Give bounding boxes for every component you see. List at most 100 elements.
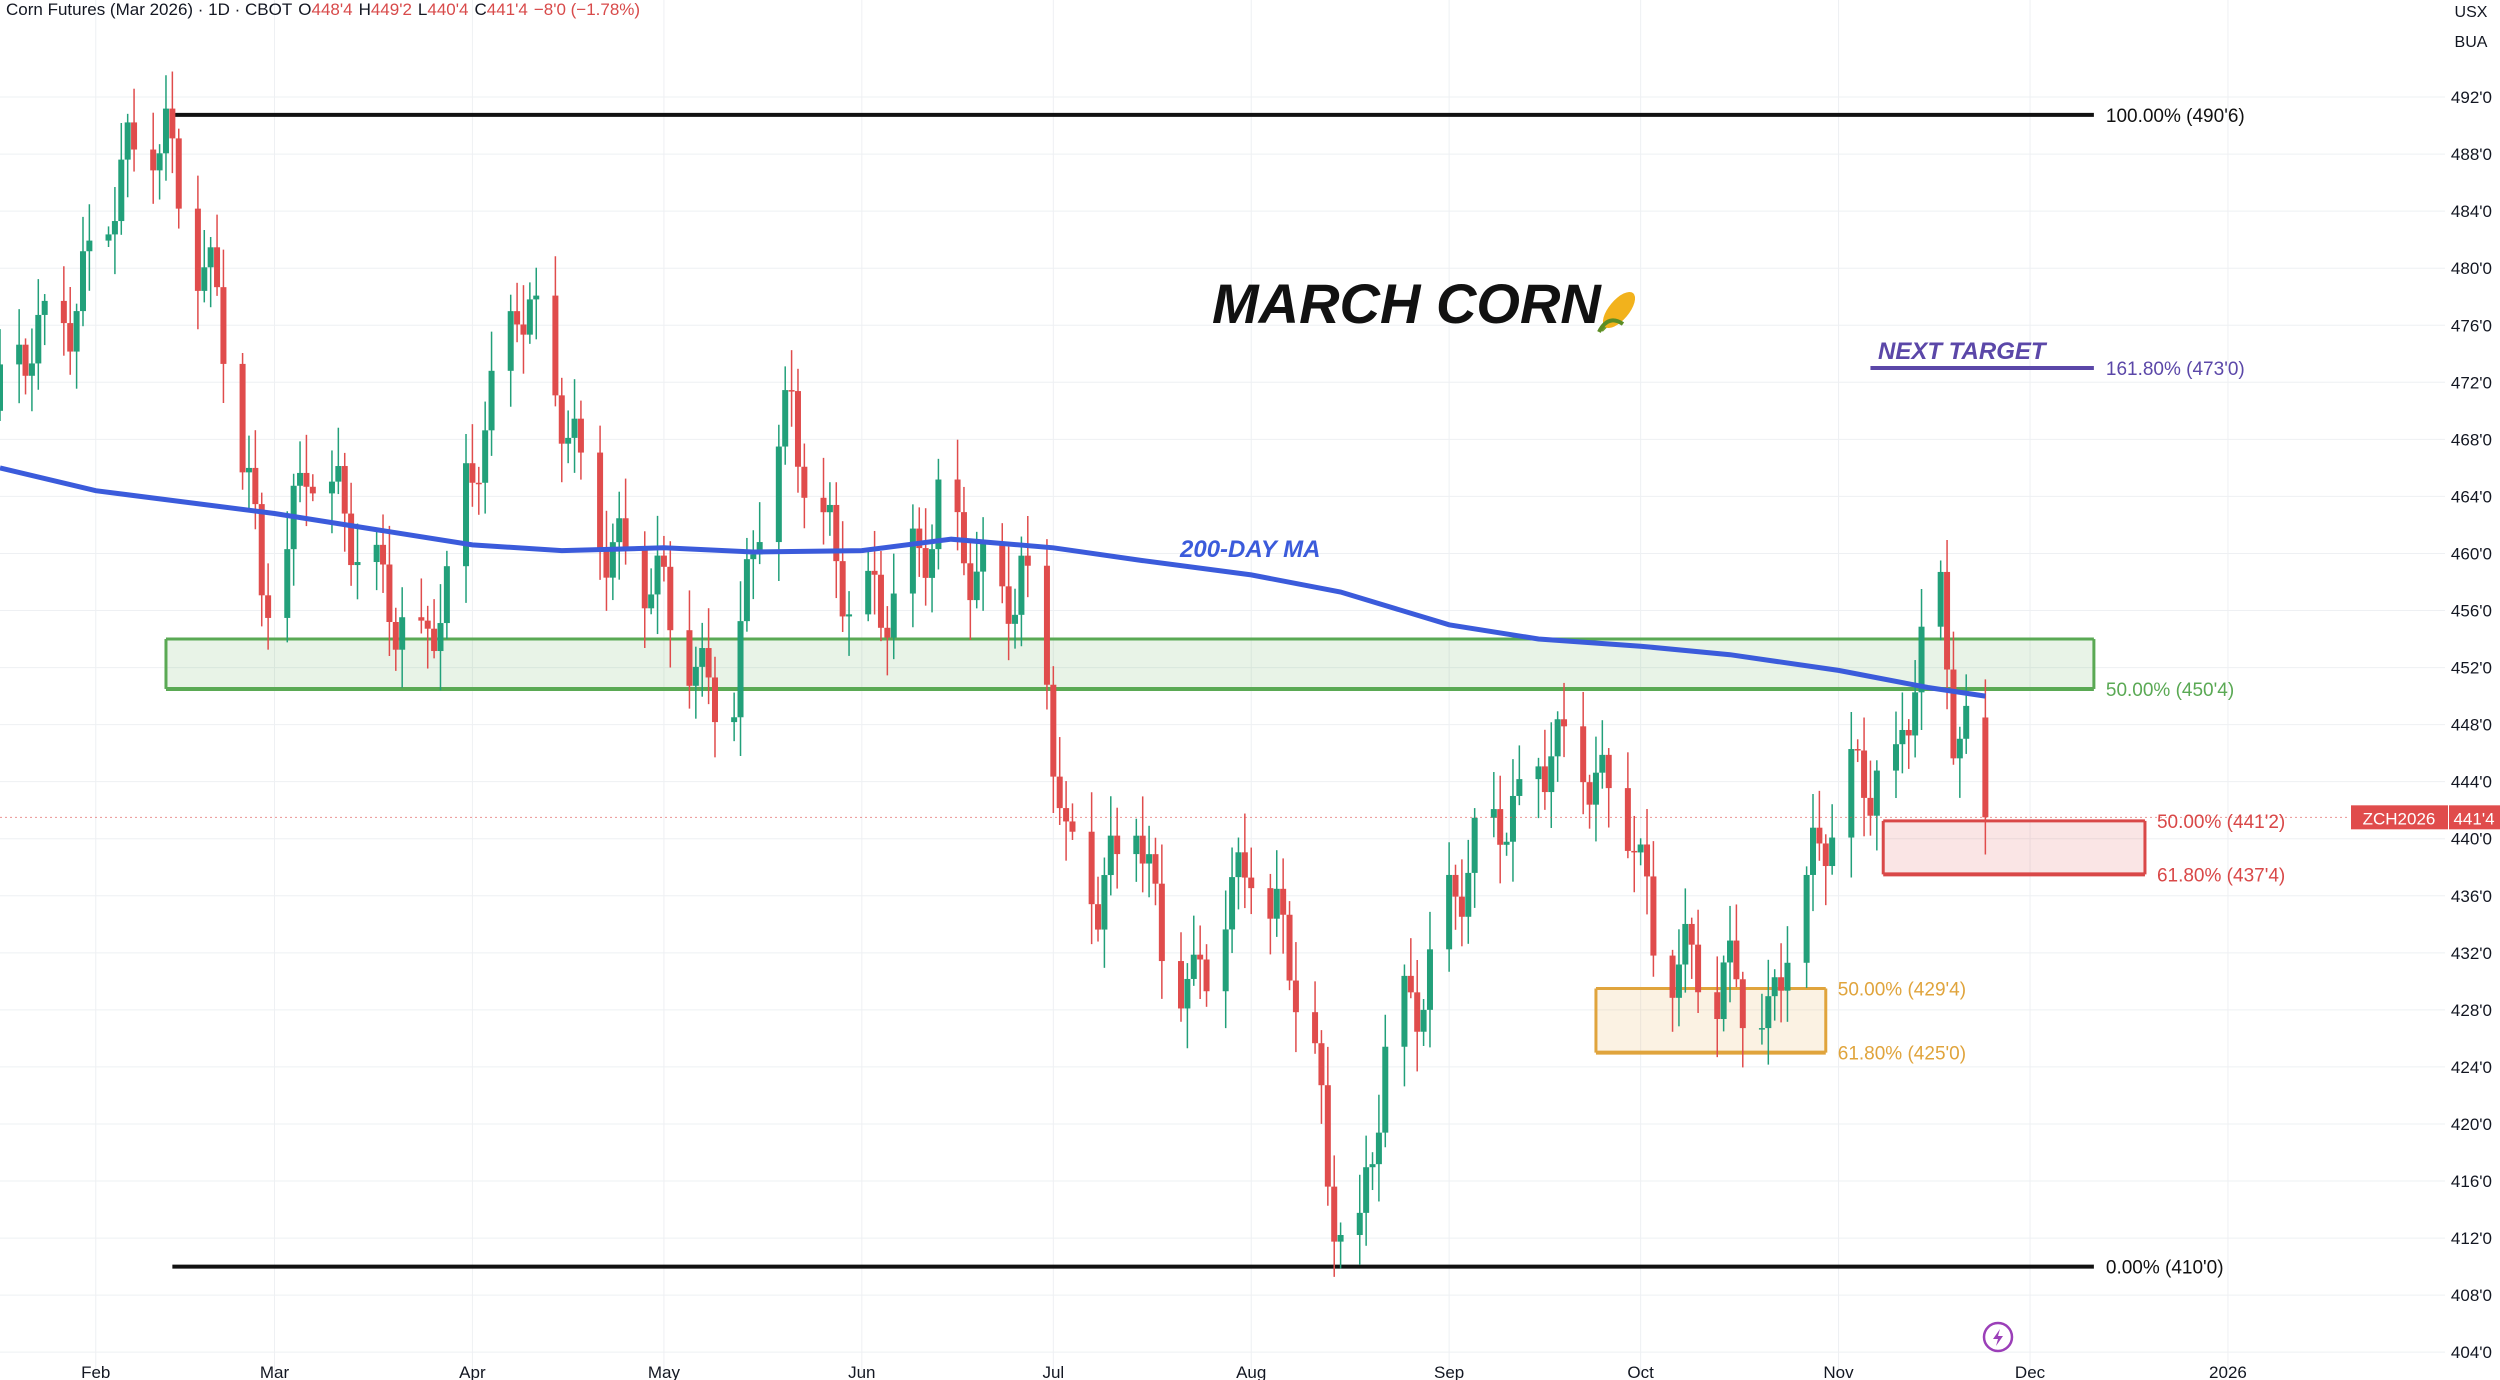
candle-down — [424, 620, 431, 629]
unit-button[interactable]: BUA — [2446, 30, 2496, 56]
candle-down — [150, 149, 157, 171]
candle-up — [750, 554, 757, 560]
price-tick-label: 468'0 — [2451, 430, 2492, 449]
candle-down — [1197, 954, 1204, 960]
candle-up — [1892, 744, 1899, 771]
candle-down — [252, 467, 259, 505]
candle-down — [1669, 955, 1676, 998]
candle-up — [16, 344, 23, 365]
candle-down — [916, 528, 923, 549]
candle-down — [1114, 835, 1121, 855]
next-target-label: NEXT TARGET — [1878, 338, 2048, 365]
candle-up — [1675, 964, 1682, 998]
candle-down — [1069, 821, 1076, 832]
candle-down — [239, 363, 246, 473]
time-tick-label: Feb — [81, 1363, 110, 1380]
symbol-header: Corn Futures (Mar 2026) · 1D · CBOT O448'… — [6, 0, 646, 22]
candle-down — [265, 595, 272, 618]
candle-up — [1956, 738, 1963, 759]
candle-up — [284, 549, 291, 618]
candle-up — [1516, 779, 1523, 796]
lightning-icon[interactable] — [1982, 1321, 2014, 1353]
price-tick-label: 444'0 — [2451, 773, 2492, 792]
price-tick-label: 480'0 — [2451, 259, 2492, 278]
candle-up — [1446, 874, 1453, 950]
candle-up — [756, 542, 763, 555]
candle-down — [686, 630, 693, 686]
candle-up — [0, 364, 3, 411]
price-tick-label: 476'0 — [2451, 316, 2492, 335]
candle-down — [1733, 940, 1740, 980]
candle-up — [935, 479, 942, 550]
candle-down — [597, 452, 604, 551]
candle-up — [1107, 835, 1114, 876]
fib-level-label: 100.00% (490'6) — [2106, 106, 2245, 127]
candle-down — [820, 497, 827, 513]
price-tick-label: 420'0 — [2451, 1115, 2492, 1134]
candle-up — [526, 299, 533, 335]
candle-down — [1158, 883, 1165, 962]
price-tick-label: 484'0 — [2451, 202, 2492, 221]
candles — [0, 71, 1989, 1277]
candle-up — [463, 463, 470, 567]
candle-down — [960, 512, 967, 564]
candle-up — [846, 614, 853, 617]
candle-down — [303, 472, 310, 487]
time-tick-label: Dec — [2015, 1363, 2046, 1380]
candle-down — [380, 544, 387, 565]
candle-up — [1535, 766, 1542, 780]
candle-up — [1803, 874, 1810, 963]
candle-up — [782, 390, 789, 447]
candle-down — [1152, 854, 1159, 884]
candle-down — [622, 518, 629, 551]
candle-up — [1018, 555, 1025, 615]
change-value: −8'0 (−1.78%) — [533, 0, 641, 19]
price-tick-label: 428'0 — [2451, 1001, 2492, 1020]
candle-down — [520, 324, 527, 335]
candle-down — [801, 466, 808, 498]
candle-up — [654, 555, 661, 595]
price-tick-label: 448'0 — [2451, 716, 2492, 735]
candle-down — [1541, 766, 1548, 793]
time-tick-label: 2026 — [2209, 1363, 2247, 1380]
time-tick-label: Nov — [1823, 1363, 1854, 1380]
candle-down — [418, 617, 425, 621]
candle-down — [1644, 844, 1651, 877]
candle-down — [1280, 888, 1287, 915]
candle-down — [967, 563, 974, 601]
candle-up — [245, 467, 252, 473]
candle-up — [1235, 852, 1242, 878]
candle-up — [1937, 571, 1944, 627]
candle-down — [1605, 754, 1612, 789]
candle-up — [699, 648, 706, 667]
candle-up — [1401, 975, 1408, 1047]
fib-level-label: 50.00% (429'4) — [1838, 979, 1966, 1000]
candle-down — [1631, 850, 1638, 853]
candle-down — [711, 677, 718, 723]
candle-up — [533, 295, 540, 300]
candle-down — [660, 555, 667, 567]
candle-down — [705, 648, 712, 678]
red-fib-zone — [1883, 820, 2145, 875]
candle-up — [1146, 854, 1153, 864]
candle-down — [1331, 1186, 1338, 1242]
candle-down — [1005, 586, 1012, 624]
time-tick-label: Jun — [848, 1363, 875, 1380]
price-tick-label: 452'0 — [2451, 659, 2492, 678]
candle-up — [1363, 1167, 1370, 1213]
price-axis: 492'0 488'0 484'0 480'0 476'0 472'0 468'0 464'0… — [2451, 88, 2492, 1362]
candle-up — [571, 418, 578, 438]
candle-up — [1727, 940, 1734, 963]
candle-down — [788, 390, 795, 392]
candle-up — [1222, 929, 1229, 992]
time-tick-label: May — [648, 1363, 681, 1380]
orange-fib-zone — [1595, 988, 1826, 1053]
candle-up — [1101, 875, 1108, 930]
candle-down — [1822, 843, 1829, 867]
currency-button[interactable]: USX — [2446, 0, 2496, 26]
price-tick-label: 488'0 — [2451, 145, 2492, 164]
candle-down — [1688, 923, 1695, 945]
candle-down — [1624, 788, 1631, 851]
candle-down — [1695, 944, 1702, 993]
